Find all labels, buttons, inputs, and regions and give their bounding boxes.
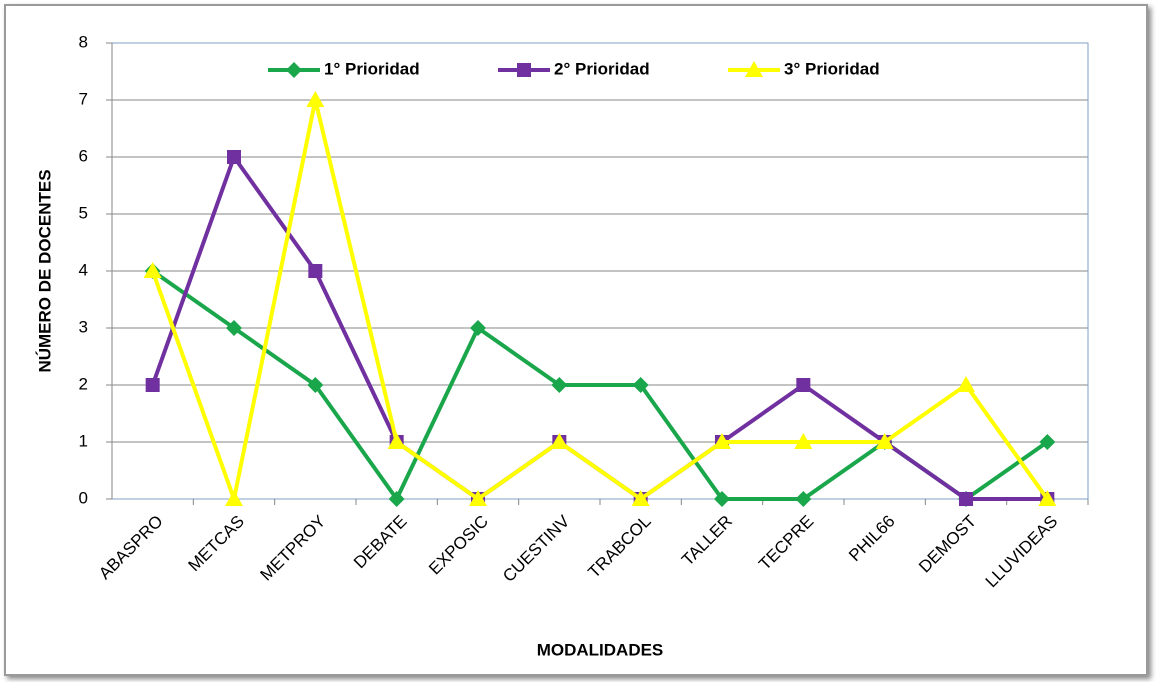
data-point	[225, 490, 243, 506]
data-point	[307, 377, 324, 393]
y-tick-label: 8	[79, 32, 88, 51]
x-tick-label: PHIL66	[845, 512, 899, 566]
y-tick-label: 5	[79, 203, 88, 222]
x-tick-label: ABASPRO	[95, 512, 167, 584]
data-point	[1039, 434, 1056, 450]
data-point	[470, 320, 486, 336]
series-line	[150, 98, 1049, 501]
y-tick-label: 6	[79, 146, 88, 165]
data-point	[226, 320, 242, 336]
y-axis-title: NÚMERO DE DOCENTES	[35, 169, 54, 372]
data-point	[387, 433, 406, 449]
x-tick-label: DEBATE	[350, 512, 411, 573]
data-point	[469, 490, 487, 506]
data-point	[959, 492, 973, 506]
y-tick-label: 4	[79, 260, 88, 279]
y-tick-label: 0	[79, 488, 88, 507]
data-point	[714, 491, 730, 507]
data-point	[388, 491, 405, 507]
legend-marker	[745, 61, 763, 77]
legend-marker	[517, 63, 531, 77]
y-tick-label: 7	[79, 89, 88, 108]
legend-label: 2° Prioridad	[554, 59, 650, 78]
legend-label: 1° Prioridad	[324, 59, 420, 78]
data-point	[631, 490, 650, 506]
data-point	[551, 377, 568, 393]
x-tick-label: LLUVIDEAS	[982, 512, 1062, 592]
x-tick-label: TRABCOL	[584, 512, 654, 582]
data-point	[308, 264, 323, 278]
data-point	[713, 433, 731, 449]
data-point	[143, 262, 162, 278]
x-tick-label: TECPRE	[755, 512, 817, 574]
data-point	[957, 376, 975, 392]
legend-label: 3° Prioridad	[784, 59, 880, 78]
x-tick-label: TALLER	[678, 512, 736, 570]
y-tick-label: 3	[79, 317, 88, 336]
data-point	[875, 433, 894, 449]
x-tick-label: METCAS	[184, 512, 248, 576]
y-tick-label: 2	[79, 374, 88, 393]
data-point	[306, 91, 325, 107]
x-axis-title: MODALIDADES	[537, 640, 664, 659]
data-point	[796, 378, 811, 392]
x-tick-label: METPROY	[256, 512, 329, 585]
x-tick-label: CUESTINV	[499, 511, 574, 586]
data-point	[227, 150, 241, 164]
data-point	[795, 491, 812, 507]
data-point	[632, 377, 649, 393]
data-point	[794, 433, 813, 449]
data-point	[1038, 490, 1057, 506]
data-point	[145, 378, 160, 392]
legend-marker	[286, 62, 302, 78]
x-tick-label: EXPOSIC	[425, 512, 492, 579]
chart-frame	[4, 4, 1148, 676]
y-tick-label: 1	[79, 431, 88, 450]
x-tick-label: DEMOST	[915, 512, 980, 577]
data-point	[550, 433, 569, 449]
